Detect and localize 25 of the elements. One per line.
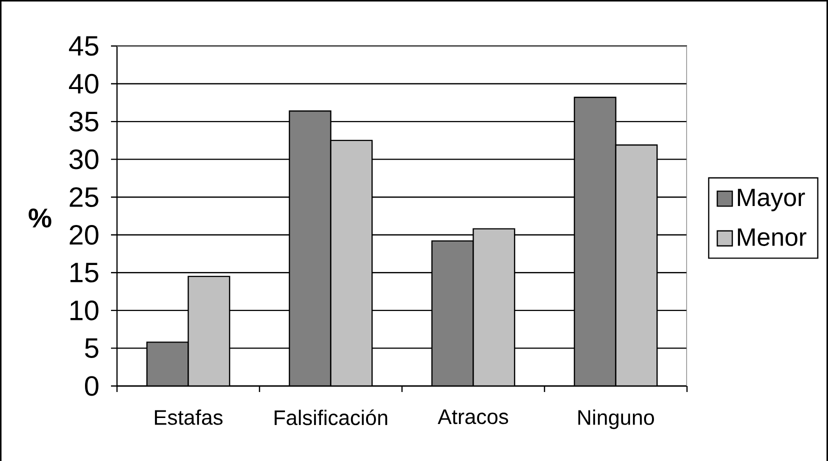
y-tick-label: 20 bbox=[70, 224, 98, 245]
y-tick-label: 25 bbox=[70, 187, 98, 208]
x-tick-label: Ninguno bbox=[578, 410, 654, 430]
y-tick-label: 10 bbox=[70, 300, 98, 320]
y-tick-label: 5 bbox=[85, 338, 98, 358]
bar bbox=[574, 96, 616, 386]
y-tick-label: 30 bbox=[69, 149, 98, 170]
y-tick-label: 0 bbox=[85, 376, 98, 396]
x-tick-label: Estafas bbox=[154, 410, 223, 425]
legend-label: Mayor bbox=[738, 188, 805, 212]
x-tick-label: Falsificación bbox=[274, 410, 388, 426]
x-tick-label: Atracos bbox=[438, 410, 508, 424]
y-tick-label: 40 bbox=[68, 74, 98, 94]
bar bbox=[615, 144, 658, 386]
bar bbox=[146, 342, 189, 386]
bar bbox=[288, 110, 332, 386]
y-axis-title: % bbox=[28, 208, 52, 228]
legend-label: Menor bbox=[738, 228, 806, 246]
y-tick-label: 45 bbox=[68, 36, 98, 56]
y-tick-label: 15 bbox=[70, 262, 98, 282]
y-tick-label: 35 bbox=[69, 112, 98, 132]
bar bbox=[188, 276, 230, 386]
bar bbox=[431, 240, 474, 386]
bar bbox=[472, 228, 516, 386]
bar bbox=[330, 140, 373, 386]
